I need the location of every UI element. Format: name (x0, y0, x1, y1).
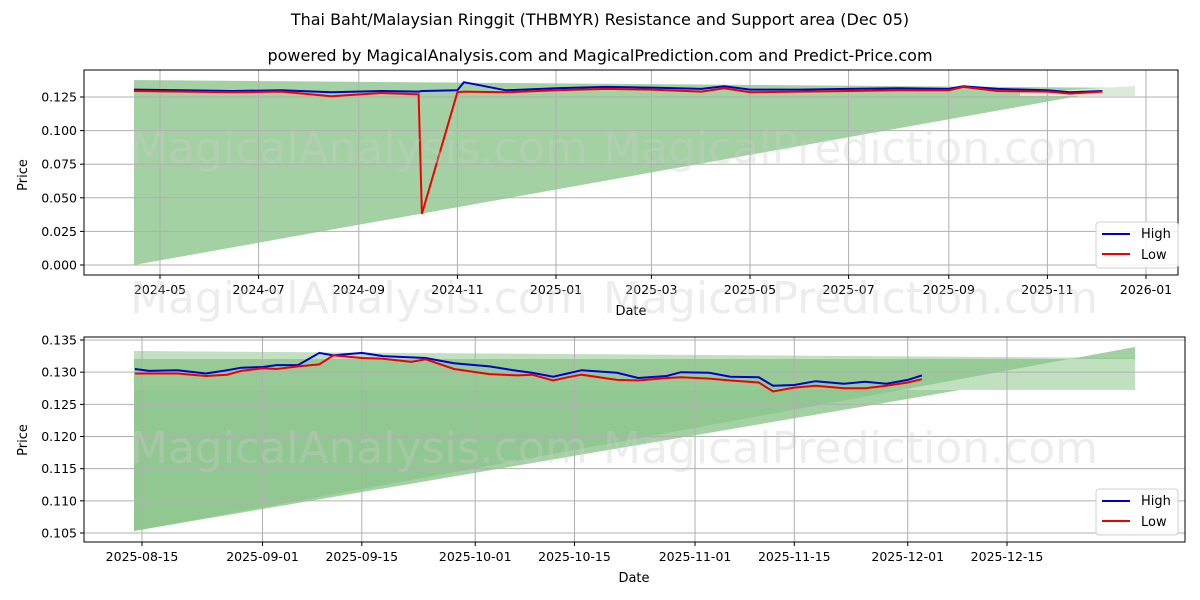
bottom-x-axis-label: Date (618, 571, 649, 586)
y-tick-label: 0.115 (41, 461, 77, 476)
x-tick-label: 2025-11-15 (758, 549, 831, 564)
top-y-axis-label: Price (16, 159, 31, 191)
x-tick-label: 2025-11-01 (659, 549, 732, 564)
top-low-line (134, 85, 1103, 215)
bottom-support-lower (134, 390, 960, 531)
x-tick-label: 2025-10-01 (439, 549, 512, 564)
x-tick-label: 2025-08-15 (106, 549, 179, 564)
bottom-legend: High Low (1095, 488, 1179, 536)
watermarks: MagicalAnalysis.com MagicalPrediction.co… (130, 123, 1098, 474)
bottom-axes-frame (83, 336, 1186, 543)
y-tick-label: 0.125 (41, 90, 77, 105)
top-chart: 2024-05 2024-07 2024-09 2024-11 2025-01 2025-… (16, 69, 1179, 319)
top-ticks: 2024-05 2024-07 2024-09 2024-11 2025-01 2025-… (41, 90, 1172, 298)
y-tick-label: 0.000 (41, 258, 77, 273)
y-tick-label: 0.105 (41, 526, 77, 541)
x-tick-label: 2026-01 (1120, 282, 1172, 297)
y-tick-label: 0.075 (41, 157, 77, 172)
bottom-low-line (134, 354, 923, 393)
x-tick-label: 2025-05 (724, 282, 776, 297)
bottom-grid (84, 337, 1185, 542)
x-tick-label: 2025-03 (625, 282, 677, 297)
watermark-prediction: MagicalPrediction.com (603, 123, 1098, 174)
legend-low-label: Low (1141, 515, 1167, 530)
chart-title: Thai Baht/Malaysian Ringgit (THBMYR) Res… (290, 10, 910, 29)
legend-low-label: Low (1141, 248, 1167, 263)
legend-high-label: High (1141, 494, 1171, 509)
y-tick-label: 0.135 (41, 333, 77, 348)
bottom-y-axis-label: Price (16, 424, 31, 456)
legend-high-label: High (1141, 227, 1171, 242)
x-tick-label: 2025-12-01 (871, 549, 944, 564)
x-tick-label: 2024-11 (431, 282, 483, 297)
x-tick-label: 2025-09 (923, 282, 975, 297)
bottom-chart: 2025-08-15 2025-09-01 2025-09-15 2025-10-01… (16, 333, 1186, 586)
top-legend: High Low (1095, 221, 1179, 269)
top-grid (84, 70, 1178, 275)
watermark-analysis: MagicalAnalysis.com (130, 423, 588, 474)
y-tick-label: 0.110 (41, 493, 77, 508)
top-x-axis-label: Date (615, 304, 646, 319)
x-tick-label: 2025-12-15 (971, 549, 1044, 564)
y-tick-label: 0.125 (41, 397, 77, 412)
watermark-prediction: MagicalPrediction.com (603, 273, 1098, 324)
watermark-analysis: MagicalAnalysis.com (130, 123, 588, 174)
watermark-prediction: MagicalPrediction.com (603, 423, 1098, 474)
top-axes-frame (83, 69, 1179, 276)
x-tick-label: 2024-09 (333, 282, 385, 297)
chart-subtitle: powered by MagicalAnalysis.com and Magic… (267, 46, 933, 65)
x-tick-label: 2025-07 (822, 282, 874, 297)
watermark-analysis: MagicalAnalysis.com (130, 273, 588, 324)
bottom-ticks: 2025-08-15 2025-09-01 2025-09-15 2025-10-01… (41, 333, 1043, 565)
y-tick-label: 0.050 (41, 190, 77, 205)
x-tick-label: 2025-10-15 (538, 549, 611, 564)
y-tick-label: 0.025 (41, 224, 77, 239)
x-tick-label: 2025-11 (1021, 282, 1073, 297)
y-tick-label: 0.120 (41, 429, 77, 444)
x-tick-label: 2025-09-01 (226, 549, 299, 564)
x-tick-label: 2024-07 (232, 282, 284, 297)
x-tick-label: 2024-05 (134, 282, 186, 297)
bottom-high-line (134, 351, 923, 387)
x-tick-label: 2025-01 (530, 282, 582, 297)
top-support-area (134, 80, 1135, 265)
x-tick-label: 2025-09-15 (325, 549, 398, 564)
bottom-resistance-area (134, 351, 1135, 390)
y-tick-label: 0.130 (41, 365, 77, 380)
y-tick-label: 0.100 (41, 123, 77, 138)
